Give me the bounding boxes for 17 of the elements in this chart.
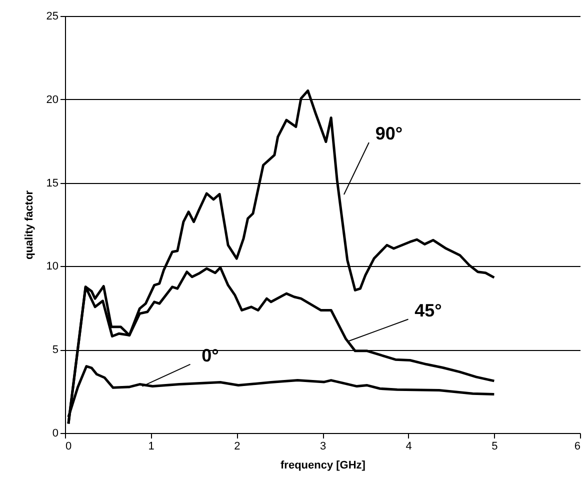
x-tick-label: 3 [320,440,326,452]
y-tick-label: 5 [52,344,58,356]
y-tick-label: 0 [52,428,58,440]
y-axis-title: quality factor [23,190,36,260]
y-tick-label: 10 [46,260,58,273]
x-axis-title: frequency [GHz] [280,460,366,472]
x-tick-label: 5 [492,440,498,452]
annotation: 90° [375,123,403,144]
y-tick-label: 15 [46,177,58,190]
x-tick-label: 1 [148,440,154,452]
annotation: 45° [414,300,442,320]
x-tick-label: 6 [574,440,580,452]
x-tick-label: 0 [66,440,72,452]
y-tick-label: 25 [46,10,58,22]
y-tick-label: 20 [46,94,58,106]
x-tick-label: 2 [234,440,240,452]
x-tick-label: 4 [406,440,412,452]
